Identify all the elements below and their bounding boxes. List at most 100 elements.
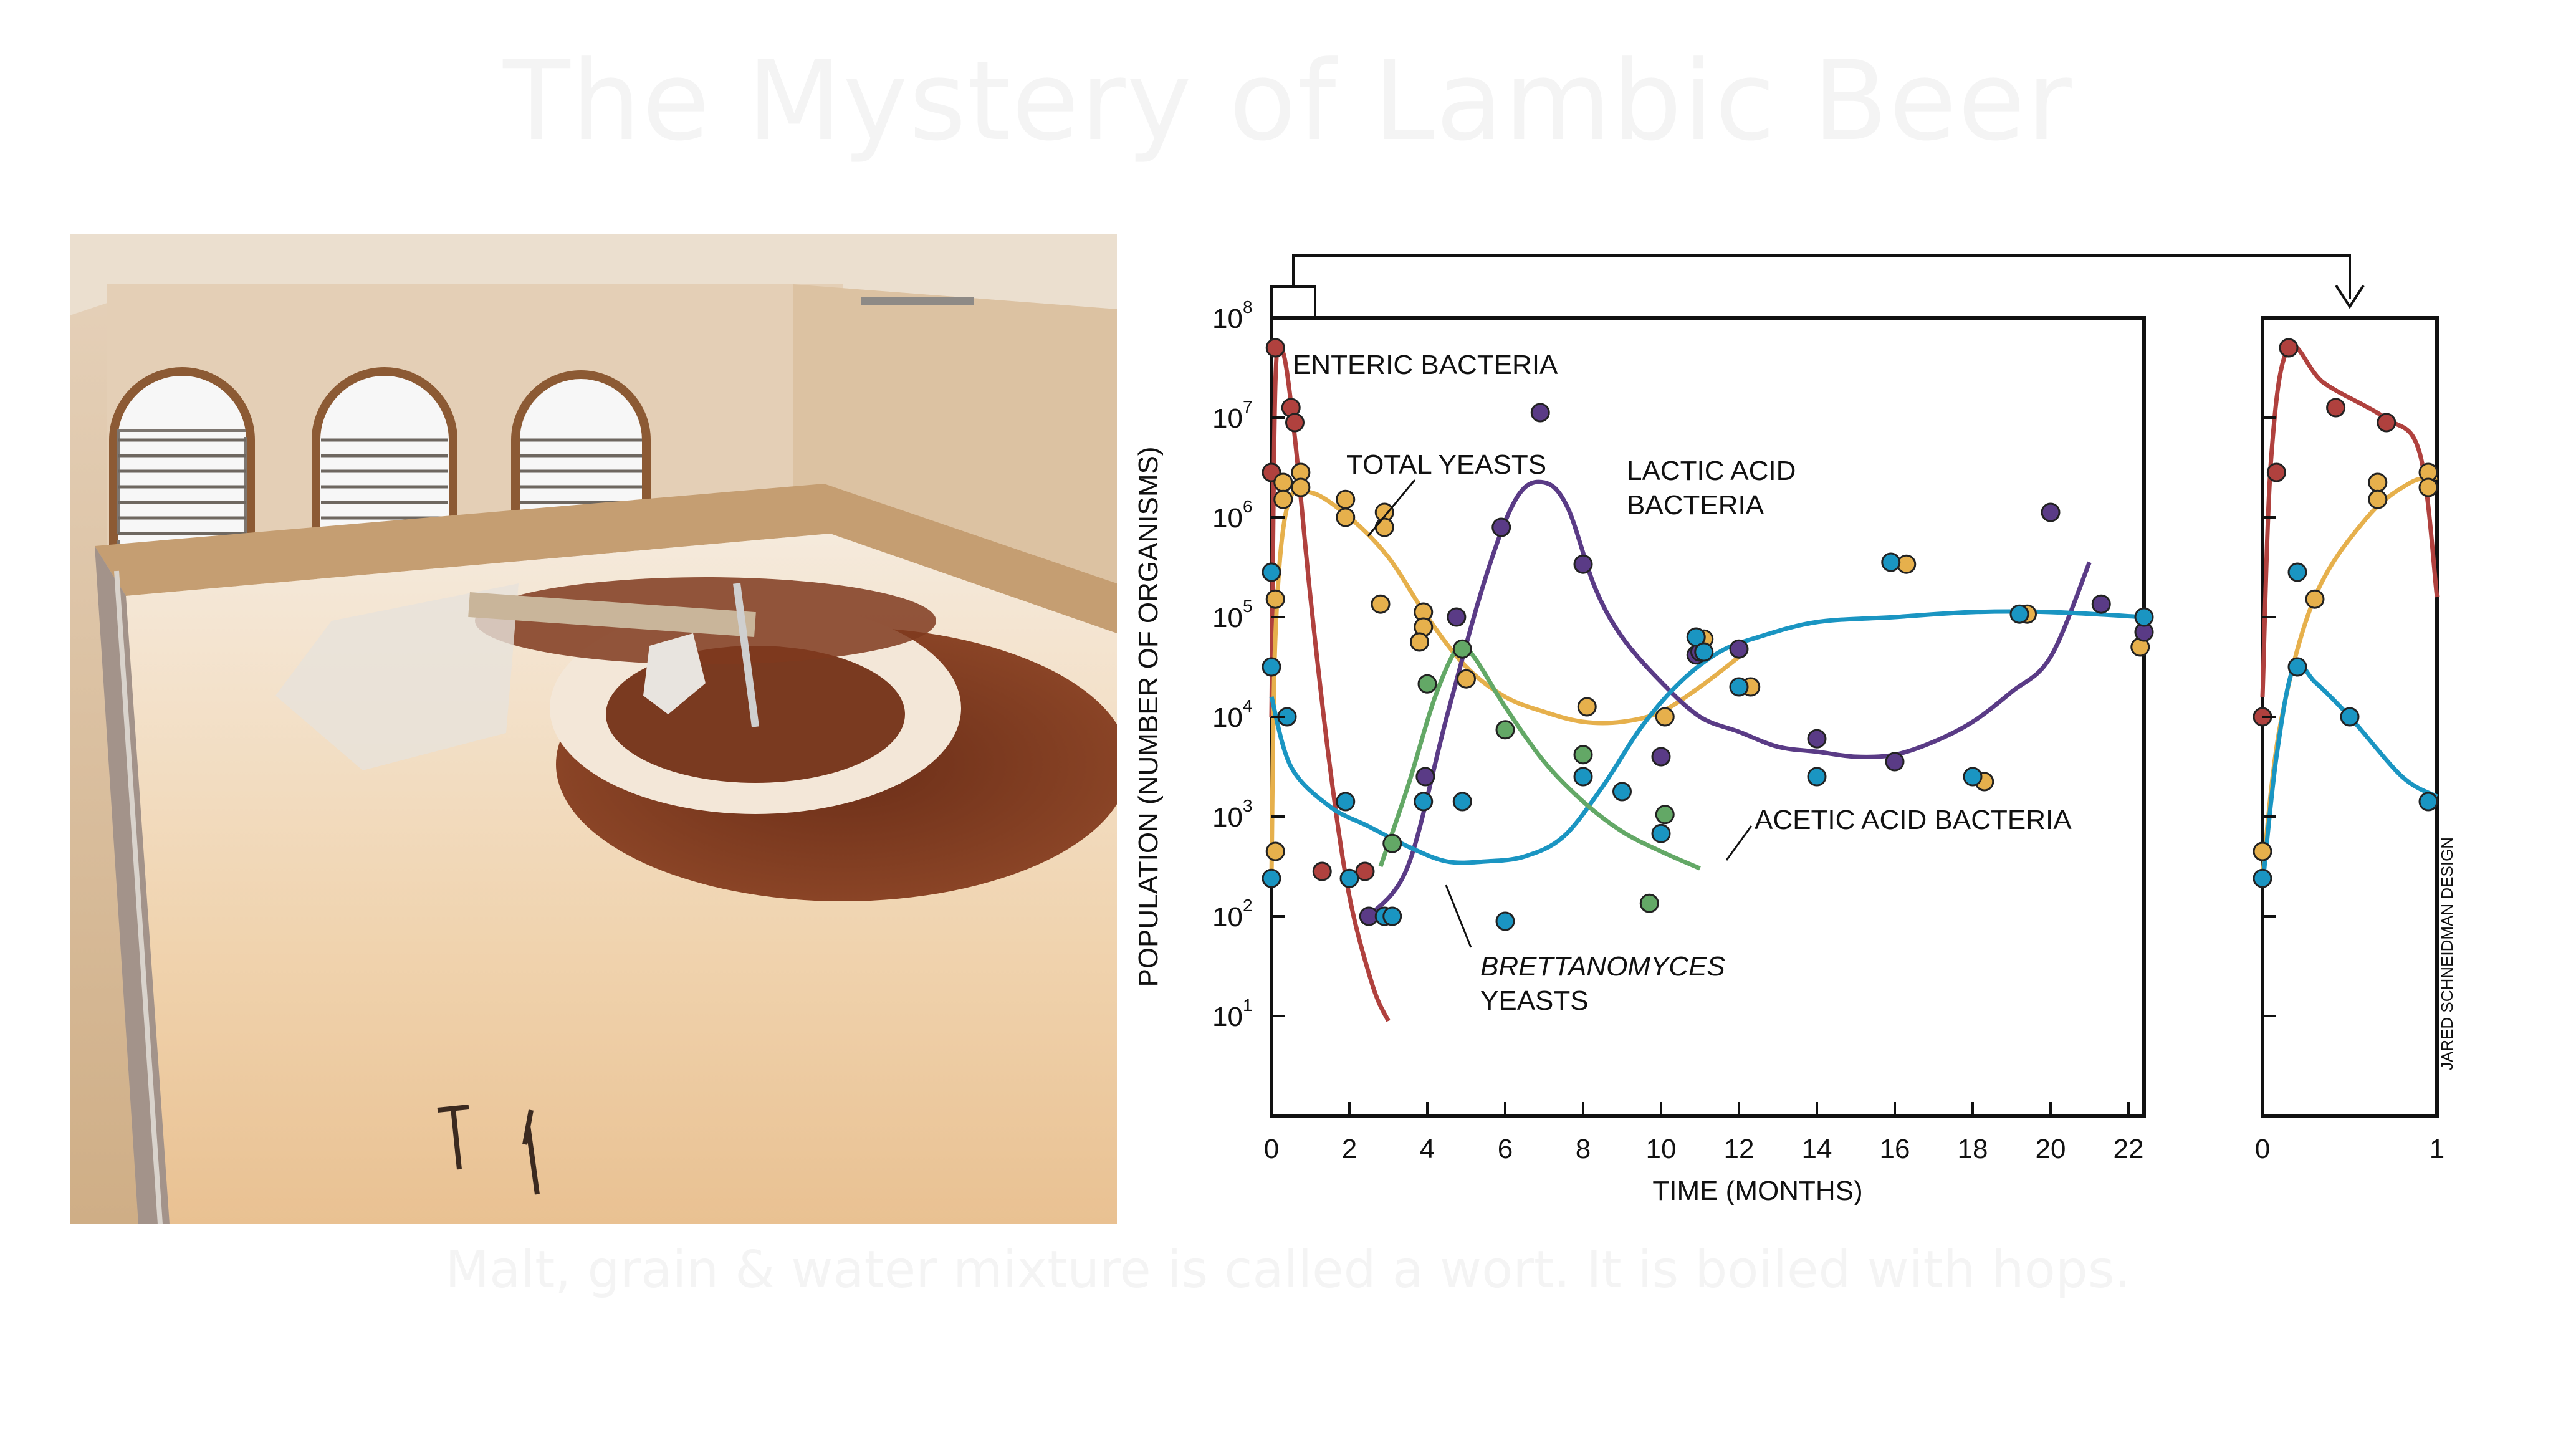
point-yeasts [1410, 632, 1429, 652]
point-yeasts [1265, 841, 1285, 861]
point-enteric [1355, 861, 1375, 881]
x-tick-label: 18 [1958, 1134, 1988, 1164]
point-acetic [1694, 642, 1714, 662]
point-lactic [1651, 747, 1671, 767]
label-total-yeasts: TOTAL YEASTS [1346, 449, 1546, 480]
y-tick-exponent: 3 [1243, 796, 1253, 815]
point-acetic [1262, 868, 1281, 888]
x-tick-label: 8 [1576, 1134, 1591, 1164]
point-acetic [1452, 792, 1472, 812]
point-brett [1382, 833, 1402, 853]
point-yeasts [1291, 477, 1311, 497]
x-axis-label: TIME (MONTHS) [1652, 1176, 1862, 1206]
inset-point-acetic [2340, 707, 2360, 727]
point-lactic [1807, 729, 1827, 749]
x-tick-label: 10 [1646, 1134, 1677, 1164]
leader-lines [1367, 479, 1753, 948]
y-tick-exponent: 4 [1243, 696, 1253, 716]
x-tick-label: 4 [1420, 1134, 1435, 1164]
point-brett [1639, 893, 1659, 913]
inset-x-tick-label: 1 [2430, 1134, 2444, 1164]
inset-point-acetic [2253, 868, 2272, 888]
point-enteric [1265, 338, 1285, 358]
point-enteric [1312, 861, 1332, 881]
point-acetic [2009, 604, 2029, 624]
credit-text: JARED SCHNEIDMAN DESIGN [2438, 837, 2456, 1070]
point-lactic [1415, 767, 1435, 787]
point-acetic [1807, 767, 1827, 787]
point-yeasts [1371, 594, 1391, 614]
y-tick-exponent: 7 [1243, 397, 1253, 416]
point-lactic [1885, 752, 1905, 772]
inset-point-enteric [2279, 338, 2299, 358]
point-acetic [1729, 677, 1749, 697]
point-yeasts [1374, 517, 1394, 537]
point-acetic [1881, 552, 1901, 572]
point-brett [1417, 674, 1437, 694]
y-tick-exponent: 5 [1243, 597, 1253, 616]
point-yeasts [1457, 669, 1476, 689]
coolship-photo [70, 234, 1117, 1224]
inset-point-yeasts [2368, 472, 2388, 492]
y-tick-label: 104 [1212, 696, 1253, 733]
inset-point-acetic [2287, 657, 2307, 677]
point-acetic [1686, 627, 1706, 647]
inset-point-yeasts [2368, 489, 2388, 509]
y-tick-label: 101 [1212, 995, 1253, 1032]
point-brett [1655, 805, 1675, 825]
point-acetic [1495, 911, 1515, 931]
inset-point-acetic [2418, 792, 2438, 812]
label-brettanomyces-2: YEASTS [1480, 985, 1589, 1016]
y-tick-exponent: 6 [1243, 497, 1253, 516]
point-lactic [1729, 639, 1749, 659]
point-lactic [1530, 403, 1550, 423]
curve-acetic [1269, 609, 2145, 865]
point-yeasts [1265, 589, 1285, 609]
x-tick-label: 12 [1724, 1134, 1755, 1164]
point-acetic [1262, 562, 1281, 582]
point-lactic [1447, 607, 1467, 627]
point-lactic [1573, 554, 1593, 574]
curve-lactic [1367, 479, 2092, 918]
curve-brett [1378, 642, 1701, 871]
point-yeasts [1273, 489, 1293, 509]
x-tick-label: 22 [2114, 1134, 2144, 1164]
y-tick-label: 102 [1212, 896, 1253, 932]
point-yeasts [1273, 472, 1293, 492]
label-enteric-bacteria: ENTERIC BACTERIA [1293, 350, 1558, 380]
y-tick-label: 103 [1212, 796, 1253, 833]
point-acetic [2134, 607, 2154, 627]
point-acetic [1262, 657, 1281, 677]
inset-point-yeasts [2305, 589, 2325, 609]
point-lactic [1491, 517, 1511, 537]
x-tick-label: 6 [1498, 1134, 1513, 1164]
y-tick-exponent: 1 [1243, 995, 1253, 1015]
x-tick-label: 0 [1264, 1134, 1279, 1164]
y-tick-label: 105 [1212, 597, 1253, 633]
point-brett [1495, 720, 1515, 740]
y-tick-label: 108 [1212, 297, 1253, 334]
slide-title: The Mystery of Lambic Beer [503, 37, 2073, 165]
label-acetic-acid-bacteria: ACETIC ACID BACTERIA [1755, 805, 2072, 835]
y-tick-label: 107 [1212, 397, 1253, 434]
point-acetic [1612, 782, 1632, 802]
point-lactic [2041, 502, 2061, 522]
label-brettanomyces: BRETTANOMYCES [1480, 951, 1725, 982]
inset-point-enteric [2377, 413, 2396, 433]
main-panel-frame [1270, 316, 2146, 1118]
point-acetic [1651, 823, 1671, 843]
point-yeasts [1577, 697, 1597, 717]
label-lactic-acid-2: BACTERIA [1627, 490, 1764, 520]
point-acetic [1382, 906, 1402, 926]
inset-point-yeasts [2253, 841, 2272, 861]
x-tick-label: 20 [2036, 1134, 2066, 1164]
curve-enteric [1269, 339, 1391, 1022]
inset-curve-enteric [2260, 343, 2440, 697]
point-acetic [1339, 868, 1359, 888]
point-acetic [1963, 767, 1983, 787]
point-yeasts [1655, 707, 1675, 727]
zoom-arrow-icon [2335, 284, 2365, 309]
point-brett [1452, 639, 1472, 659]
point-yeasts [1336, 489, 1356, 509]
